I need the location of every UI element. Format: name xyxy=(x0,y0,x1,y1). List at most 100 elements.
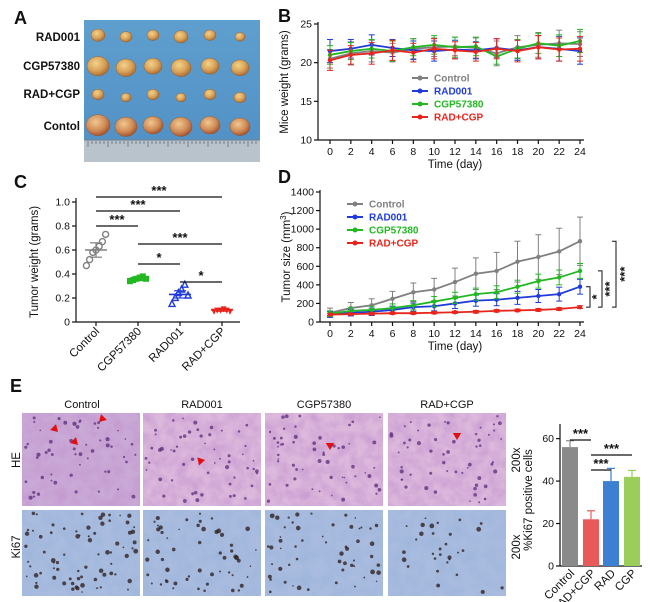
cell-nucleus xyxy=(102,572,107,577)
cell-nucleus xyxy=(373,466,376,469)
chart-c-tumor-weight: 0 0.2 0.4 0.6 0.8 1.0 Tumor weight (grams) Cont… xyxy=(29,183,240,374)
group-rad001 xyxy=(167,279,193,308)
cell-nucleus xyxy=(158,477,163,482)
cell-nucleus xyxy=(107,470,111,474)
cell-nucleus xyxy=(81,591,83,593)
x-tick-label-cgp: CGP xyxy=(613,567,639,593)
x-tick-label: 16 xyxy=(491,146,503,158)
cell-nucleus xyxy=(372,440,377,445)
legend-label-rad-cgp: RAD+CGP xyxy=(434,113,484,124)
data-point xyxy=(515,295,520,301)
y-axis-title: Tumor size (mm3) xyxy=(279,211,294,302)
cell-nucleus xyxy=(291,463,295,467)
x-tick-label: 24 xyxy=(574,328,586,340)
data-point xyxy=(85,255,94,264)
data-point xyxy=(431,287,437,292)
cell-nucleus xyxy=(49,531,53,535)
y-tick-label: 0.2 xyxy=(55,293,70,305)
cell-nucleus xyxy=(354,585,356,588)
group-control xyxy=(82,230,110,270)
cell-nucleus xyxy=(446,470,449,473)
cell-nucleus xyxy=(283,580,287,584)
cell-nucleus xyxy=(438,553,442,557)
y-tick-label: 1000 xyxy=(291,224,315,236)
y-tick-label: 15 xyxy=(300,96,312,108)
cell-nucleus xyxy=(24,445,28,449)
cell-nucleus xyxy=(90,449,95,453)
cell-nucleus xyxy=(52,567,55,570)
cell-nucleus xyxy=(74,453,77,456)
cell-nucleus xyxy=(105,550,110,555)
cell-nucleus xyxy=(266,545,270,548)
bracket xyxy=(598,270,603,308)
y-tick-label: 60 xyxy=(542,433,554,445)
data-point xyxy=(556,275,562,280)
cell-nucleus xyxy=(200,493,204,497)
cell-nucleus xyxy=(246,466,249,470)
cell-nucleus xyxy=(86,457,89,460)
cell-nucleus xyxy=(148,461,151,464)
tumor-sample xyxy=(119,31,133,43)
cell-nucleus xyxy=(87,538,93,543)
data-point xyxy=(452,295,458,301)
cell-nucleus xyxy=(26,442,29,446)
data-point xyxy=(180,279,189,288)
cell-nucleus xyxy=(229,495,232,498)
legend-label-cgp57380: CGP57380 xyxy=(369,226,419,237)
data-point xyxy=(536,307,541,313)
data-point xyxy=(494,308,499,314)
cell-nucleus xyxy=(190,457,195,462)
cell-nucleus xyxy=(197,587,200,591)
x-tick-label: 2 xyxy=(348,146,354,158)
data-point xyxy=(177,284,186,293)
cell-nucleus xyxy=(100,512,106,517)
cell-nucleus xyxy=(55,560,60,565)
cell-nucleus xyxy=(375,492,378,495)
cell-nucleus xyxy=(69,473,73,477)
tumor-sample xyxy=(203,89,217,100)
cell-nucleus xyxy=(363,576,366,579)
cell-nucleus xyxy=(80,575,84,579)
cell-nucleus xyxy=(356,539,360,544)
cell-nucleus xyxy=(97,553,100,556)
cell-nucleus xyxy=(39,571,43,575)
cell-nucleus xyxy=(477,476,482,480)
tumor-sample xyxy=(143,58,163,75)
cell-nucleus xyxy=(349,524,354,529)
cell-nucleus xyxy=(402,550,406,555)
he-micrograph-cgp57380 xyxy=(265,413,383,506)
cell-nucleus xyxy=(171,547,176,552)
cell-nucleus xyxy=(153,520,156,523)
cell-nucleus xyxy=(298,414,302,418)
cell-nucleus xyxy=(38,534,43,539)
x-tick-label-cgp57380: CGP57380 xyxy=(95,326,144,375)
cell-nucleus xyxy=(165,567,170,573)
cell-nucleus xyxy=(80,512,84,516)
cell-nucleus xyxy=(343,476,346,479)
cell-nucleus xyxy=(131,494,136,499)
cell-nucleus xyxy=(369,527,372,530)
cell-nucleus xyxy=(480,589,485,595)
data-point xyxy=(348,52,354,58)
cell-nucleus xyxy=(350,563,354,568)
cell-nucleus xyxy=(341,568,345,572)
cell-nucleus xyxy=(108,513,111,517)
cell-nucleus xyxy=(446,561,449,564)
cell-nucleus xyxy=(493,469,498,474)
cell-nucleus xyxy=(24,480,28,484)
cell-nucleus xyxy=(341,476,344,479)
red-arrow-icon xyxy=(197,457,205,466)
y-tick-label: 600 xyxy=(296,261,314,273)
cell-nucleus xyxy=(63,553,66,556)
cell-nucleus xyxy=(99,586,102,589)
cell-nucleus xyxy=(127,578,132,584)
column-label-control: Control xyxy=(64,399,99,411)
cell-nucleus xyxy=(182,462,186,466)
x-tick-label: 6 xyxy=(390,146,396,158)
cell-nucleus xyxy=(145,468,148,471)
cell-nucleus xyxy=(133,526,136,529)
y-axis-title: Tumor weight (grams) xyxy=(29,206,41,318)
cell-nucleus xyxy=(50,473,53,476)
cell-nucleus xyxy=(444,542,448,546)
cell-nucleus xyxy=(53,480,58,485)
